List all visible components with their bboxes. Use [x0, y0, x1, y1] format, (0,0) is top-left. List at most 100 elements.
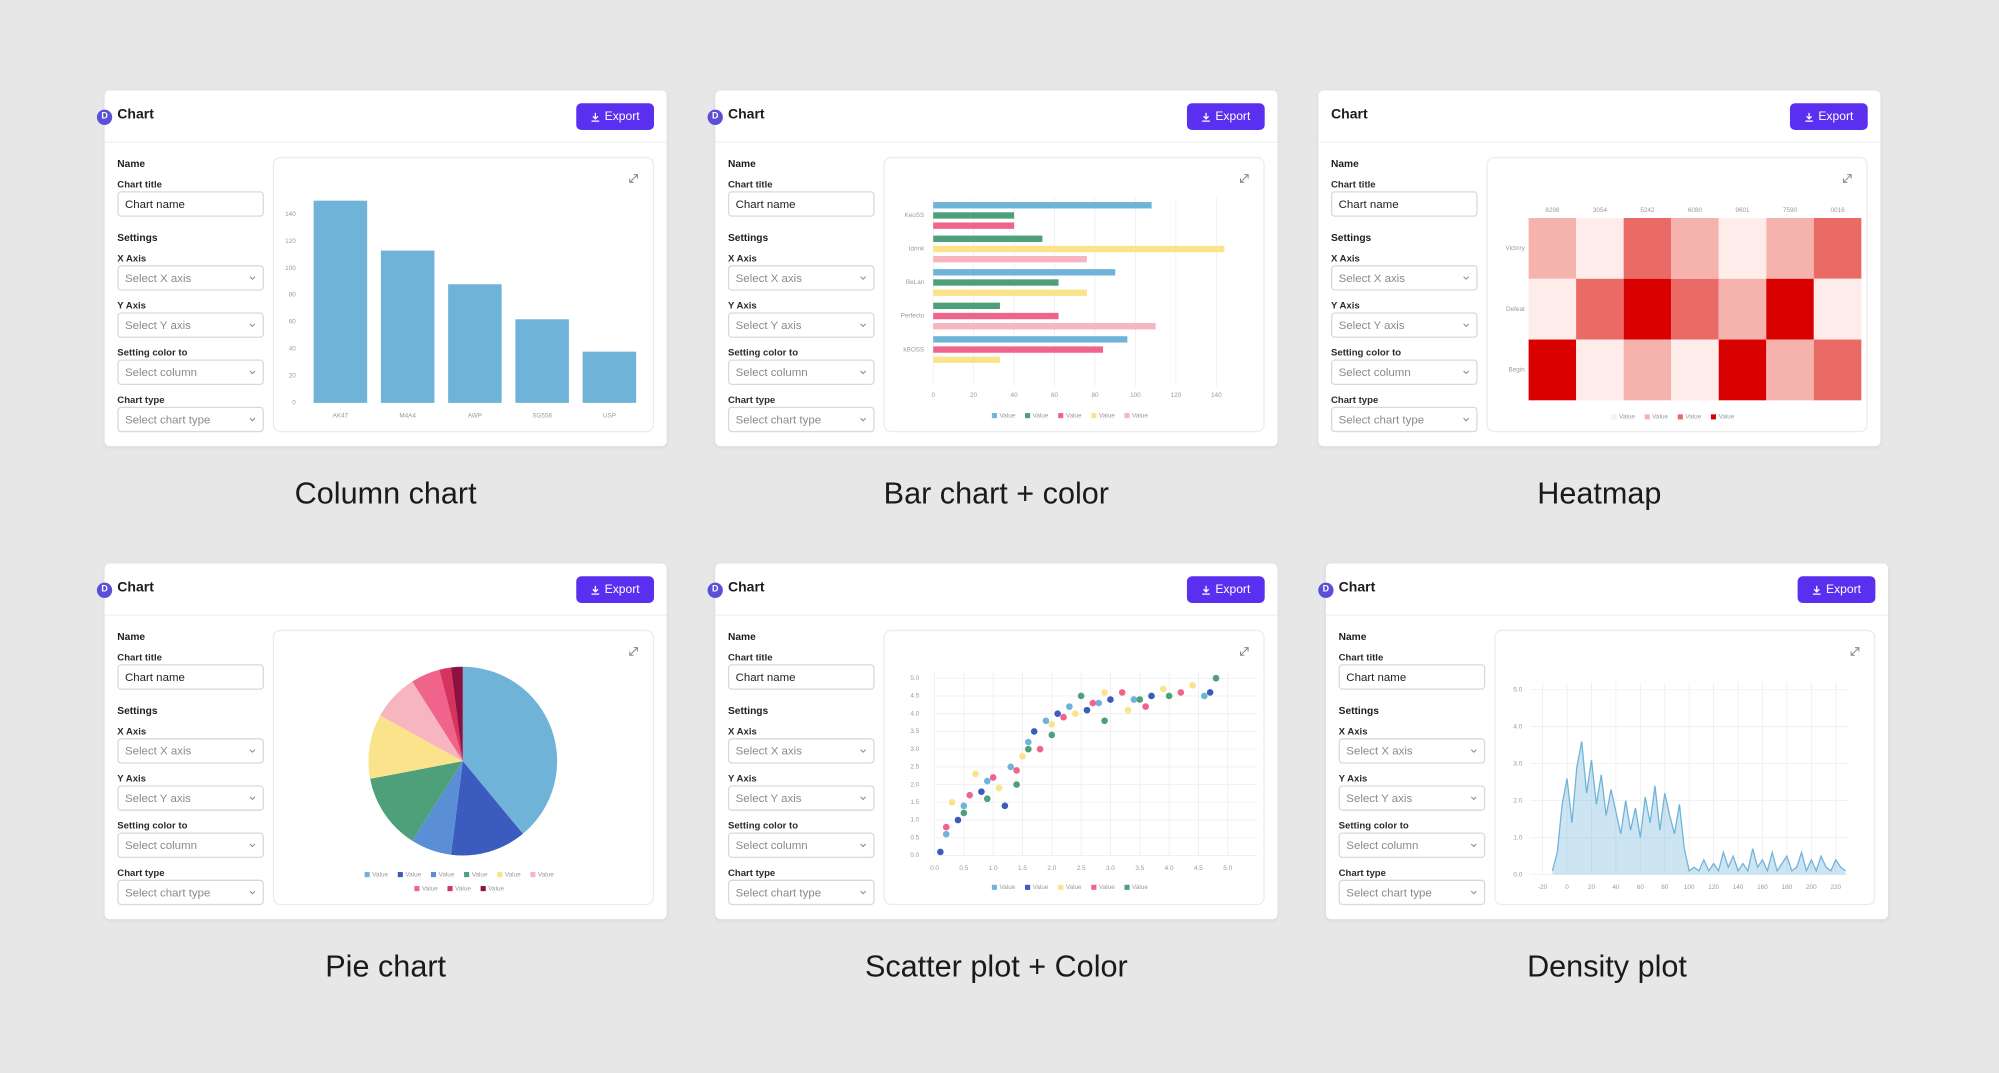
expand-icon[interactable] — [1239, 174, 1249, 183]
legend-swatch — [364, 872, 370, 878]
expand-icon[interactable] — [629, 647, 638, 656]
y-tick-label: KeoSS — [904, 212, 924, 219]
chevron-glyph — [1463, 276, 1470, 280]
select-box[interactable]: Select X axis — [1330, 265, 1478, 291]
scatter-point — [954, 816, 962, 824]
chart: 0 20 40 60 80 100 120 140 KeoSS Idrink BeLan Perfec… — [901, 174, 1249, 419]
scatter-point — [1007, 763, 1015, 771]
field-value: Select Y axis — [1346, 791, 1413, 805]
select-box[interactable]: Select chart type — [117, 879, 264, 906]
scatter-point — [1148, 692, 1155, 700]
text-input[interactable]: Chart name — [727, 664, 875, 690]
y-tick-label: 3.0 — [910, 746, 919, 753]
text-input[interactable]: Chart name — [1330, 191, 1478, 217]
text-input[interactable]: Chart name — [727, 191, 875, 217]
select-box[interactable]: Select chart type — [727, 406, 875, 433]
field-value: Select column — [735, 838, 808, 852]
heat-cell — [1576, 339, 1624, 401]
expand-icon[interactable] — [1850, 647, 1860, 656]
select-box[interactable]: Select X axis — [1338, 738, 1486, 764]
field-label: Setting color to — [117, 346, 188, 359]
field-label: X Axis — [1338, 725, 1368, 737]
select-box[interactable]: Select column — [1338, 832, 1486, 859]
x-tick-label: 6080 — [1688, 207, 1703, 214]
scatter-point — [1089, 699, 1097, 707]
y-tick-label: 120 — [285, 238, 296, 245]
section-title: Name — [117, 158, 146, 170]
download-icon — [1202, 112, 1211, 122]
export-button[interactable]: Export — [1186, 103, 1265, 131]
scatter-point — [942, 830, 950, 838]
legend-swatch — [1025, 884, 1031, 890]
select-box[interactable]: Select Y axis — [117, 312, 264, 338]
select-box[interactable]: Select column — [727, 832, 875, 859]
select-box[interactable]: Select Y axis — [1330, 312, 1478, 338]
chevron-icon — [1470, 843, 1477, 848]
legend-label: Value — [1132, 884, 1148, 891]
y-tick-label: 60 — [289, 319, 297, 326]
chevron-icon — [249, 796, 256, 801]
export-button[interactable]: Export — [1186, 576, 1265, 604]
select-box[interactable]: Select chart type — [1338, 879, 1486, 906]
select-box[interactable]: Select column — [117, 832, 264, 859]
select-box[interactable]: Select X axis — [117, 265, 264, 291]
chevron-glyph — [249, 890, 256, 895]
expand-icon[interactable] — [629, 174, 638, 183]
legend-swatch — [480, 886, 486, 892]
field-value: Select X axis — [735, 744, 802, 758]
y-tick-label: 2.0 — [1513, 797, 1522, 804]
select-box[interactable]: Select Y axis — [727, 312, 875, 338]
heat-cell — [1528, 278, 1577, 340]
chart-card: D Chart Export Name Chart title Chart name Set… — [96, 563, 667, 920]
header-divider — [1325, 614, 1889, 616]
scatter-point — [1060, 713, 1067, 721]
section-title: Settings — [727, 232, 769, 244]
chevron-glyph — [860, 796, 867, 801]
x-tick-label: 140 — [1211, 392, 1222, 399]
scatter-point — [1200, 692, 1208, 700]
select-box[interactable]: Select chart type — [117, 406, 264, 433]
select-box[interactable]: Select column — [117, 359, 264, 386]
x-tick-label: 5242 — [1640, 207, 1655, 214]
text-input[interactable]: Chart name — [117, 191, 264, 217]
bar — [933, 346, 1104, 353]
expand-icon[interactable] — [1239, 647, 1249, 656]
y-tick-label: 5.0 — [1513, 686, 1522, 693]
field-label: Chart type — [1330, 393, 1379, 406]
select-box[interactable]: Select chart type — [1330, 406, 1478, 433]
select-box[interactable]: Select Y axis — [117, 785, 264, 811]
y-tick-label: Victory — [1505, 245, 1525, 252]
export-button[interactable]: Export — [1789, 103, 1868, 131]
x-tick-label: 0 — [1565, 884, 1569, 891]
scatter-point — [983, 795, 991, 803]
legend-swatch — [530, 872, 536, 878]
y-tick-label: 4.0 — [1513, 723, 1522, 730]
select-box[interactable]: Select column — [1330, 359, 1478, 386]
select-box[interactable]: Select chart type — [727, 879, 875, 906]
export-label: Export — [604, 582, 640, 597]
export-button[interactable]: Export — [576, 103, 655, 131]
bar — [933, 279, 1059, 286]
select-box[interactable]: Select X axis — [727, 265, 875, 291]
section-title: Settings — [117, 705, 158, 717]
bar — [933, 302, 1000, 310]
select-box[interactable]: Select Y axis — [1338, 785, 1486, 811]
select-box[interactable]: Select X axis — [117, 738, 264, 764]
logo-badge: D — [707, 582, 723, 598]
text-input[interactable]: Chart name — [1338, 664, 1486, 690]
expand-icon[interactable] — [1842, 174, 1852, 183]
y-tick-label: Begin — [1509, 367, 1526, 374]
heat-cell — [1671, 218, 1719, 279]
export-button[interactable]: Export — [576, 576, 655, 604]
x-tick-label: 200 — [1806, 884, 1817, 891]
text-input[interactable]: Chart name — [117, 664, 264, 690]
select-box[interactable]: Select column — [727, 359, 875, 386]
export-label: Export — [1215, 109, 1251, 124]
select-box[interactable]: Select X axis — [727, 738, 875, 764]
chevron-glyph — [1470, 843, 1477, 848]
chevron-icon — [1463, 276, 1470, 280]
select-box[interactable]: Select Y axis — [727, 785, 875, 811]
legend-swatch — [1091, 413, 1097, 419]
legend-swatch — [1644, 414, 1650, 420]
export-button[interactable]: Export — [1797, 576, 1876, 604]
